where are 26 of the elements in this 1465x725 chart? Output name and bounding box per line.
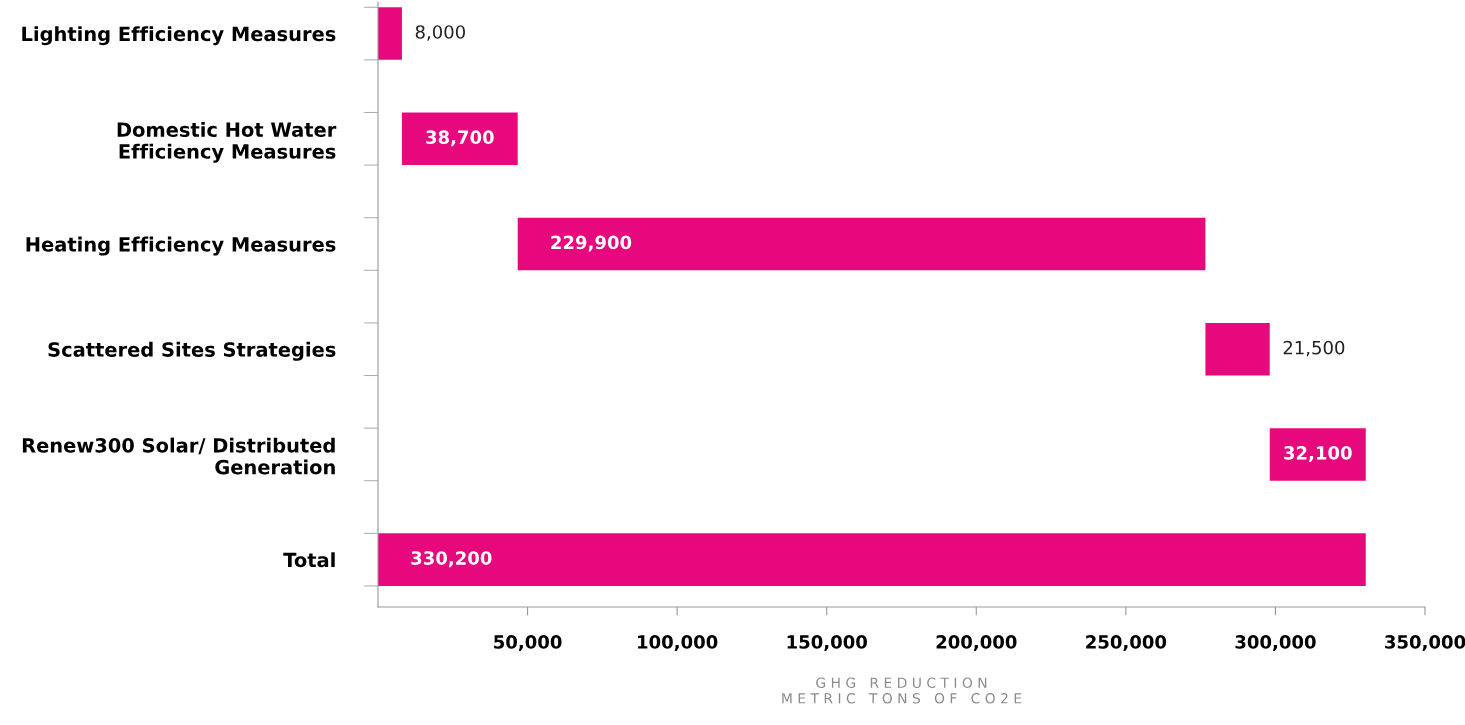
bar bbox=[378, 533, 1366, 586]
bar bbox=[401, 112, 518, 166]
data-label: 32,100 bbox=[1284, 446, 1352, 462]
x-tick-label: 200,000 bbox=[936, 635, 1017, 652]
x-tick-label: 250,000 bbox=[1086, 635, 1167, 652]
bar bbox=[1269, 428, 1366, 481]
data-label: 21,500 bbox=[1283, 340, 1345, 357]
data-label: 8,000 bbox=[415, 25, 465, 41]
x-tick-label: 100,000 bbox=[638, 635, 718, 652]
data-label: 330,200 bbox=[411, 551, 492, 568]
bar bbox=[517, 217, 1206, 271]
y-tick-label: Lighting Efficiency Measures bbox=[22, 26, 336, 46]
y-tick-label: Heating Efficiency Measures bbox=[26, 236, 336, 256]
y-tick-label: Renew300 Solar/ Distributed Generation bbox=[22, 437, 335, 475]
data-label: 38,700 bbox=[426, 130, 494, 147]
bar bbox=[378, 7, 402, 60]
x-tick-label: 150,000 bbox=[787, 635, 867, 652]
y-tick-label: Scattered Sites Strategies bbox=[48, 341, 336, 361]
y-tick-label: Total bbox=[283, 552, 335, 568]
x-axis-title: G H G R E D U C T I O N M E T R I C T O N S O F C O 2 E bbox=[782, 677, 1022, 704]
x-tick-label: 350,000 bbox=[1385, 635, 1465, 652]
x-tick-label: 300,000 bbox=[1235, 635, 1316, 652]
bar bbox=[1205, 322, 1270, 376]
data-label: 229,900 bbox=[551, 235, 632, 252]
y-tick-label: Domestic Hot Water Efficiency Measures bbox=[117, 121, 337, 163]
x-tick-label: 50,000 bbox=[494, 635, 562, 652]
